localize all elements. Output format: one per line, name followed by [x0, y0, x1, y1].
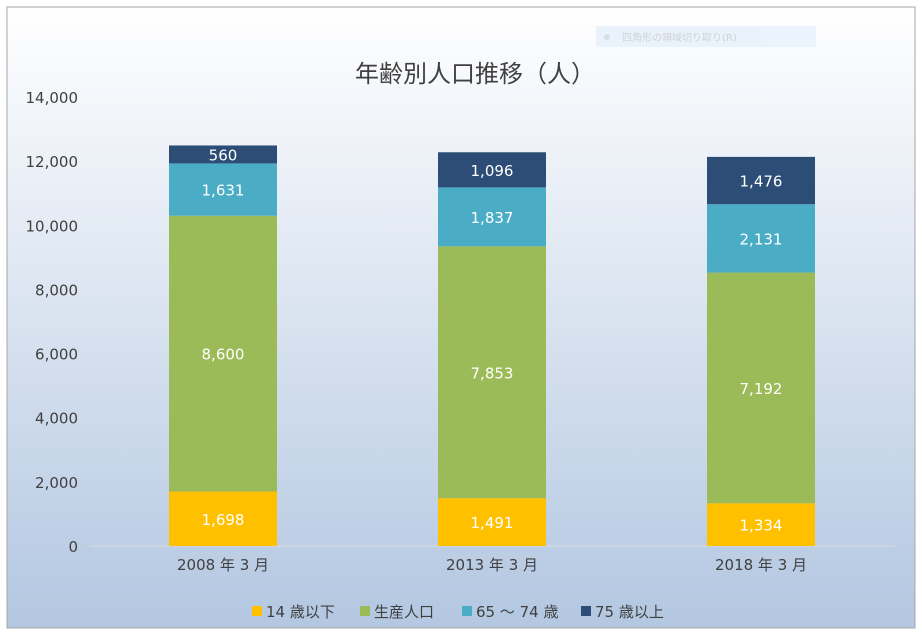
y-tick-label: 14,000 — [26, 89, 79, 107]
y-tick-label: 4,000 — [35, 410, 78, 428]
y-tick-label: 8,000 — [35, 281, 78, 299]
y-axis: 0 2,000 4,000 6,000 8,000 10,000 12,000 14,000 — [26, 89, 79, 556]
snip-tooltip-label: 四角形の領域切り取り(R) — [622, 33, 737, 44]
bar-segment — [169, 491, 277, 546]
data-label: 1,837 — [471, 209, 514, 227]
bar-segment — [438, 187, 546, 247]
legend-swatch — [462, 606, 472, 616]
data-label: 2,131 — [740, 230, 783, 248]
y-tick-label: 10,000 — [26, 217, 79, 235]
bar-segment — [707, 272, 815, 504]
bar-segment — [169, 145, 277, 164]
bar-segment — [169, 163, 277, 216]
bar-segment — [707, 204, 815, 273]
data-label: 1,476 — [740, 173, 783, 191]
bars: 1,698 8,600 1,631 560 1,491 7,853 1,837 1,096 1,… — [169, 145, 815, 546]
data-label: 560 — [209, 146, 238, 164]
y-tick-label: 12,000 — [26, 153, 79, 171]
x-tick-label: 2013 年 3 月 — [446, 556, 538, 574]
data-label: 7,192 — [740, 380, 783, 398]
data-label: 1,334 — [740, 517, 783, 535]
bar-segment — [707, 503, 815, 546]
data-label: 8,600 — [202, 346, 245, 364]
data-label: 1,491 — [471, 514, 514, 532]
y-tick-label: 0 — [68, 538, 78, 556]
legend-label: 生産人口 — [374, 603, 434, 621]
bar-segment — [169, 215, 277, 492]
data-label: 1,096 — [471, 162, 514, 180]
data-label: 7,853 — [471, 364, 514, 382]
y-tick-label: 2,000 — [35, 474, 78, 492]
bullet-icon — [604, 33, 610, 40]
bar-segment — [438, 246, 546, 499]
legend: 14 歳以下 生産人口 65 ～ 74 歳 75 歳以上 — [252, 603, 664, 621]
legend-swatch — [581, 606, 591, 616]
legend-swatch — [360, 606, 370, 616]
x-tick-label: 2008 年 3 月 — [177, 556, 269, 574]
data-label: 1,631 — [202, 182, 245, 200]
data-label: 1,698 — [202, 511, 245, 529]
x-axis: 2008 年 3 月 2013 年 3 月 2018 年 3 月 — [177, 556, 807, 574]
bar-segment — [438, 152, 546, 188]
legend-label: 75 歳以上 — [595, 603, 664, 621]
bar-segment — [707, 156, 815, 205]
legend-swatch — [252, 606, 262, 616]
y-tick-label: 6,000 — [35, 346, 78, 364]
bar-segment — [438, 498, 546, 546]
snip-tooltip: 四角形の領域切り取り(R) — [596, 26, 816, 47]
chart-title: 年齢別人口推移（人） — [355, 60, 595, 88]
legend-label: 65 ～ 74 歳 — [476, 603, 558, 621]
legend-label: 14 歳以下 — [266, 603, 335, 621]
x-tick-label: 2018 年 3 月 — [715, 556, 807, 574]
